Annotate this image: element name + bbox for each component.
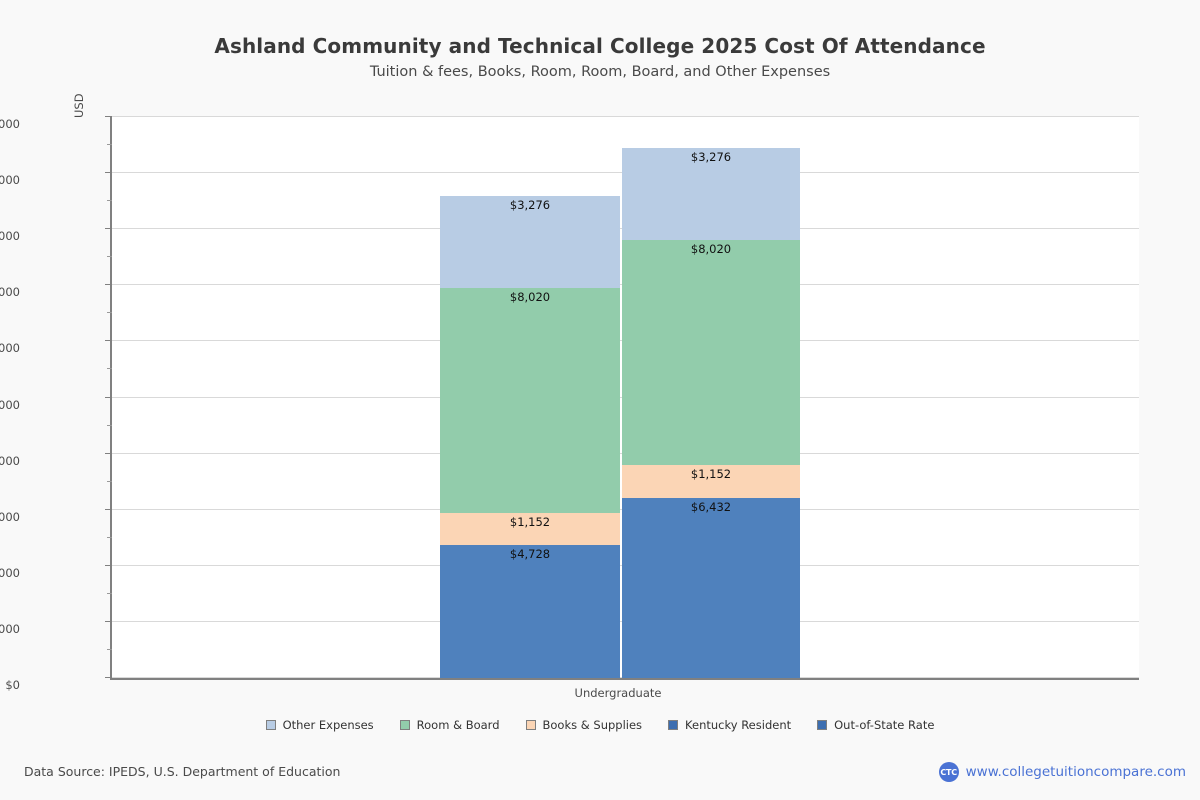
chart-title: Ashland Community and Technical College … (214, 34, 986, 58)
bar-segment[interactable]: $1,152 (440, 513, 620, 546)
y-tick-minor (107, 424, 112, 426)
legend-label: Kentucky Resident (685, 718, 792, 732)
legend-label: Out-of-State Rate (834, 718, 935, 732)
chart-subtitle: Tuition & fees, Books, Room, Room, Board… (369, 64, 831, 80)
y-tick-major (105, 340, 112, 342)
legend-label: Room & Board (416, 718, 500, 732)
bar-segment-label: $8,020 (509, 290, 551, 305)
bar-segment[interactable]: $3,276 (622, 148, 800, 241)
y-axis-title: USD (72, 93, 86, 118)
legend-item[interactable]: Room & Board (399, 718, 500, 732)
ctc-logo-icon: CTC (938, 762, 959, 782)
y-tick-major (105, 677, 112, 678)
y-tick-major (105, 564, 112, 566)
bar-2[interactable]: $6,432 $1,152 $8,020 $3,276 (622, 148, 800, 678)
y-tick-minor (107, 200, 112, 202)
y-tick-major (105, 116, 112, 117)
legend-label: Other Expenses (282, 718, 374, 732)
y-tick-major (105, 228, 112, 230)
y-tick-minor (107, 536, 112, 538)
y-tick-minor (107, 368, 112, 370)
bar-segment[interactable]: $8,020 (440, 288, 620, 514)
bar-segment-label: $1,152 (690, 467, 732, 482)
x-tick-label: Undergraduate (574, 686, 662, 700)
bar-segment-label: $3,276 (690, 150, 732, 165)
data-source-text: Data Source: IPEDS, U.S. Department of E… (24, 764, 341, 779)
y-tick-minor (107, 312, 112, 314)
y-tick-minor (107, 648, 112, 650)
bar-1[interactable]: $4,728 $1,152 $8,020 $3,276 (440, 196, 620, 678)
bar-segment[interactable]: $4,728 (440, 545, 620, 678)
legend-swatch-icon (817, 720, 828, 730)
bar-segment[interactable]: $1,152 (622, 465, 800, 498)
y-tick-minor (107, 592, 112, 594)
brand-url-link[interactable]: www.collegetuitioncompare.com (965, 764, 1186, 780)
legend-item[interactable]: Out-of-State Rate (817, 718, 934, 732)
legend-swatch-icon (525, 720, 536, 730)
legend-item[interactable]: Books & Supplies (525, 718, 643, 732)
legend-item[interactable]: Other Expenses (265, 718, 374, 732)
y-tick-major (105, 172, 112, 174)
y-tick-major (105, 284, 112, 286)
legend-item[interactable]: Kentucky Resident (668, 718, 791, 732)
legend-swatch-icon (399, 720, 410, 730)
bar-segment-label: $6,432 (690, 499, 732, 514)
y-tick-major (105, 396, 112, 398)
chart-legend: Other Expenses Room & Board Books & Suppli… (0, 718, 1200, 732)
y-tick-minor (107, 480, 112, 482)
bar-segment[interactable]: $6,432 (622, 497, 800, 678)
y-tick-major (105, 620, 112, 622)
y-tick-major (105, 452, 112, 454)
bar-segment-label: $3,276 (509, 198, 551, 213)
legend-swatch-icon (265, 720, 276, 730)
bar-segment-label: $1,152 (509, 515, 551, 530)
legend-label: Books & Supplies (542, 718, 643, 732)
y-tick-minor (107, 256, 112, 258)
bar-segment[interactable]: $8,020 (622, 240, 800, 466)
bar-segment-label: $8,020 (690, 242, 732, 257)
bar-segment[interactable]: $3,276 (440, 196, 620, 289)
y-tick-minor (107, 144, 112, 146)
y-tick-major (105, 508, 112, 510)
legend-swatch-icon (668, 720, 679, 730)
plot-area: $0$2,000$4,000$6,000$8,000$10,000$12,000… (0, 116, 1139, 692)
bar-segment-label: $4,728 (509, 547, 551, 562)
brand-footer[interactable]: CTC www.collegetuitioncompare.com (938, 762, 1186, 782)
y-gridline (112, 116, 1139, 117)
